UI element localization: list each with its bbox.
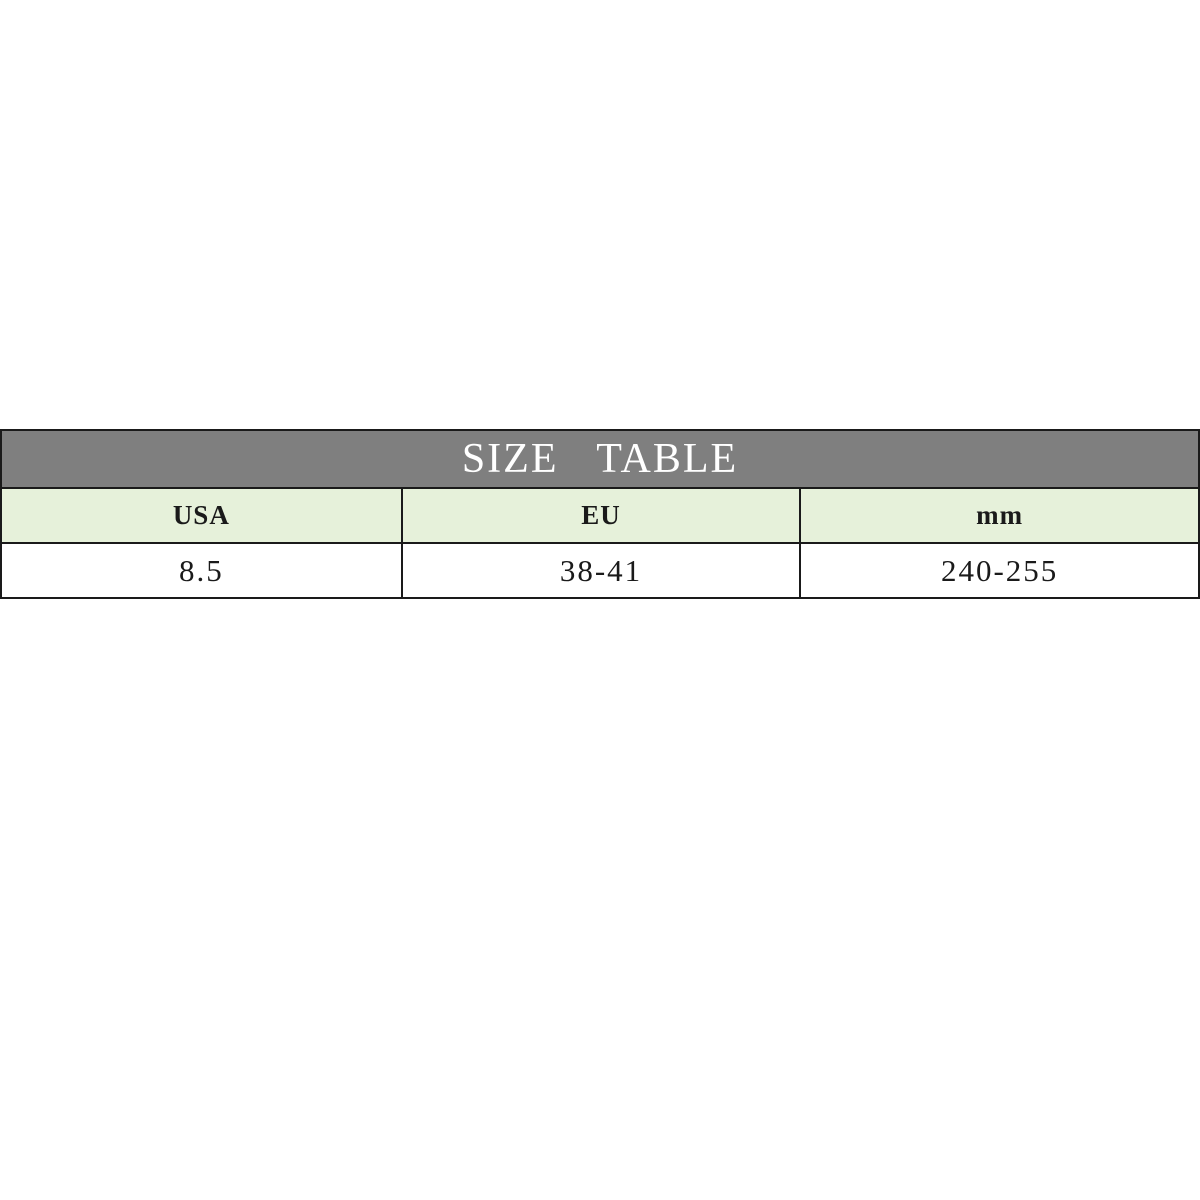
size-table-title: SIZE TABLE xyxy=(2,431,1198,489)
data-cell-mm-size: 240-255 xyxy=(799,544,1198,597)
data-cell-eu-size: 38-41 xyxy=(400,544,800,597)
header-cell-eu: EU xyxy=(400,489,800,542)
size-table-header-row: USA EU mm xyxy=(2,489,1198,544)
size-table-data-row: 8.5 38-41 240-255 xyxy=(2,544,1198,597)
header-cell-usa: USA xyxy=(172,500,230,530)
size-table: SIZE TABLE USA EU mm 8.5 38-41 240-255 xyxy=(0,429,1200,599)
header-cell-mm: mm xyxy=(799,489,1198,542)
data-cell-usa-size: 8.5 xyxy=(178,552,224,588)
